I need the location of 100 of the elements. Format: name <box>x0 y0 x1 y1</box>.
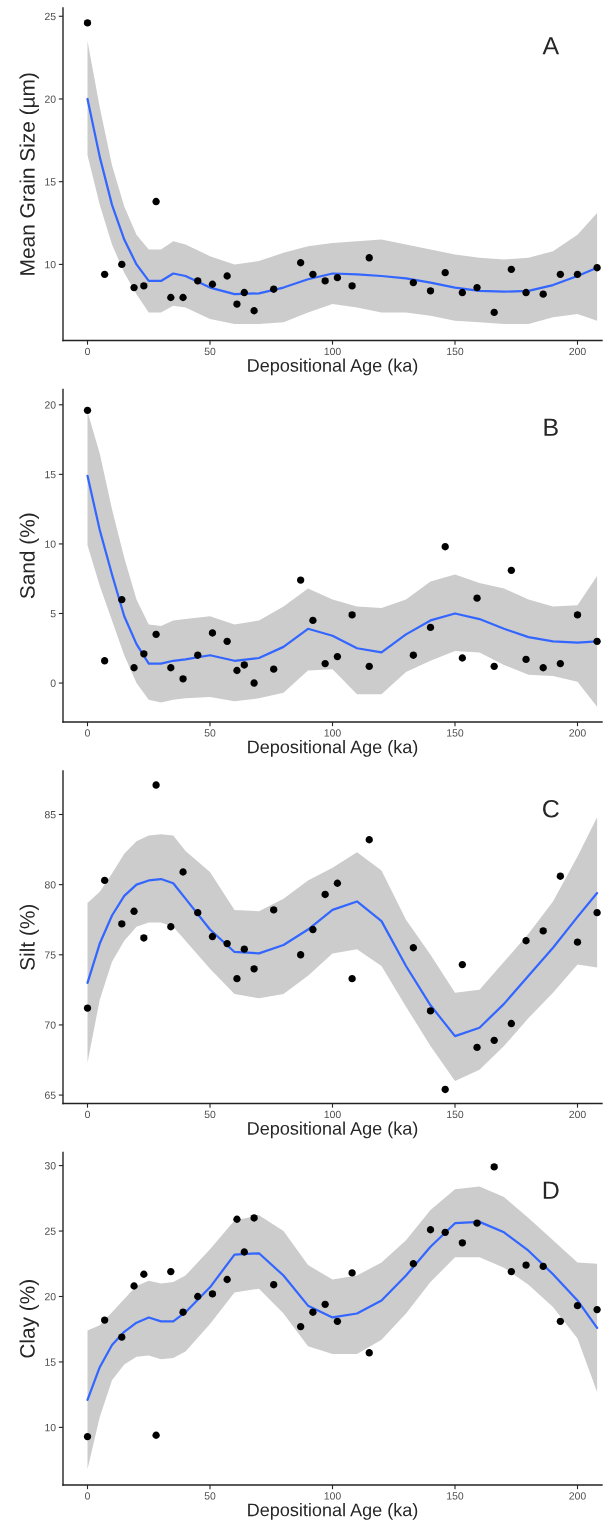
point <box>240 1248 248 1256</box>
point <box>573 1301 582 1310</box>
point <box>490 662 498 671</box>
point <box>321 277 329 285</box>
point <box>208 280 217 288</box>
point <box>441 1228 449 1237</box>
x-tick-label: 150 <box>447 347 464 356</box>
point <box>152 781 160 789</box>
point <box>409 651 418 659</box>
point <box>321 1300 329 1309</box>
point <box>458 288 467 297</box>
y-tick-label: 10 <box>45 260 56 269</box>
annotation: C <box>543 799 559 818</box>
point <box>333 879 342 887</box>
y-tick-label: 80 <box>44 881 56 889</box>
point <box>100 876 109 885</box>
point <box>296 576 305 584</box>
y-axis-title: Mean Grain Size (µm) <box>19 73 39 275</box>
x-tick-label: 200 <box>569 729 586 737</box>
point <box>507 1019 516 1028</box>
y-tick-label: 30 <box>44 1162 56 1170</box>
point <box>522 655 530 664</box>
point <box>118 260 126 269</box>
y-tick-label: 10 <box>45 540 56 548</box>
point <box>556 1317 565 1326</box>
point <box>194 909 202 917</box>
point <box>140 934 148 942</box>
point <box>365 662 373 671</box>
point <box>250 1214 258 1222</box>
point <box>167 293 175 302</box>
x-axis-title: Depositional Age (ka) <box>248 358 418 376</box>
point <box>507 566 516 575</box>
point <box>167 1267 175 1276</box>
point <box>152 1431 160 1439</box>
point <box>458 1239 467 1247</box>
point <box>240 945 248 953</box>
point <box>118 920 126 928</box>
point <box>100 270 109 279</box>
point <box>152 197 160 206</box>
point <box>240 661 248 669</box>
point <box>140 282 148 290</box>
annotation: B <box>544 418 558 436</box>
point <box>321 659 329 668</box>
point <box>208 1290 217 1298</box>
x-tick-label: 50 <box>204 1110 216 1119</box>
x-tick-label: 200 <box>569 1110 586 1119</box>
point <box>140 650 148 658</box>
point <box>140 1270 148 1278</box>
y-axis-title: Silt (%) <box>19 904 39 970</box>
point <box>152 630 160 639</box>
point <box>309 1308 317 1316</box>
point <box>556 270 565 279</box>
y-tick-label: 15 <box>45 1358 56 1366</box>
point <box>409 944 418 952</box>
y-tick-label: 75 <box>45 951 56 959</box>
point <box>321 890 329 899</box>
point <box>441 269 449 277</box>
point <box>309 925 317 934</box>
y-tick-label: 65 <box>45 1091 56 1099</box>
point <box>458 654 467 662</box>
point <box>409 278 418 287</box>
point <box>507 1267 516 1276</box>
point <box>539 664 547 672</box>
point <box>223 272 231 280</box>
point <box>270 285 278 293</box>
y-tick-label: 10 <box>45 1423 56 1432</box>
line-series <box>86 877 599 1038</box>
point <box>130 664 138 672</box>
point <box>490 1036 498 1045</box>
point <box>333 1317 342 1326</box>
point <box>426 1007 435 1015</box>
point <box>130 283 138 292</box>
x-tick-label: 100 <box>324 1492 341 1500</box>
point <box>208 629 217 637</box>
x-tick-label: 100 <box>324 729 341 737</box>
point <box>593 264 601 272</box>
point <box>250 307 258 315</box>
point <box>233 1215 241 1223</box>
point <box>309 616 317 625</box>
point <box>179 293 187 302</box>
x-tick-label: 50 <box>204 1492 216 1500</box>
point <box>426 623 435 632</box>
x-tick-label: 100 <box>324 347 341 356</box>
point <box>118 595 126 604</box>
point <box>593 1305 601 1314</box>
y-tick-label: 5 <box>50 610 56 618</box>
point <box>250 965 258 973</box>
y-tick-label: 20 <box>44 1293 56 1301</box>
point <box>233 666 241 675</box>
point <box>179 1308 187 1316</box>
point <box>426 287 435 295</box>
point <box>473 594 481 602</box>
point <box>167 664 175 672</box>
x-tick-label: 150 <box>447 1110 464 1119</box>
point <box>83 1432 92 1441</box>
point <box>223 637 231 645</box>
point <box>473 283 481 292</box>
x-axis-title: Depositional Age (ka) <box>248 1503 418 1520</box>
x-tick-label: 50 <box>204 729 216 737</box>
point <box>573 270 582 279</box>
